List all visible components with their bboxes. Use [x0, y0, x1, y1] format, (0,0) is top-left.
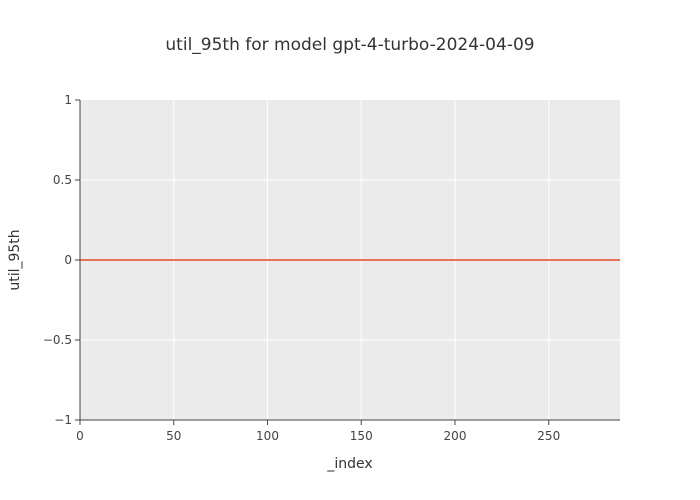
- x-tick-label: 100: [256, 429, 279, 443]
- y-axis-title: util_95th: [7, 229, 23, 290]
- y-tick-label: −0.5: [43, 333, 72, 347]
- x-tick-label: 150: [350, 429, 373, 443]
- y-tick-label: 0: [64, 253, 72, 267]
- y-tick-label: 0.5: [53, 173, 72, 187]
- x-tick-label: 50: [166, 429, 181, 443]
- x-tick-label: 200: [444, 429, 467, 443]
- chart-title: util_95th for model gpt-4-turbo-2024-04-…: [165, 35, 534, 55]
- x-tick-label: 0: [76, 429, 84, 443]
- x-axis-title: _index: [326, 456, 372, 472]
- x-tick-label: 250: [537, 429, 560, 443]
- axis-ticks: 0 50 100 150 200 250 1 0.5 0 −0.5 −1: [43, 93, 620, 443]
- y-tick-label: 1: [64, 93, 72, 107]
- y-tick-label: −1: [54, 413, 72, 427]
